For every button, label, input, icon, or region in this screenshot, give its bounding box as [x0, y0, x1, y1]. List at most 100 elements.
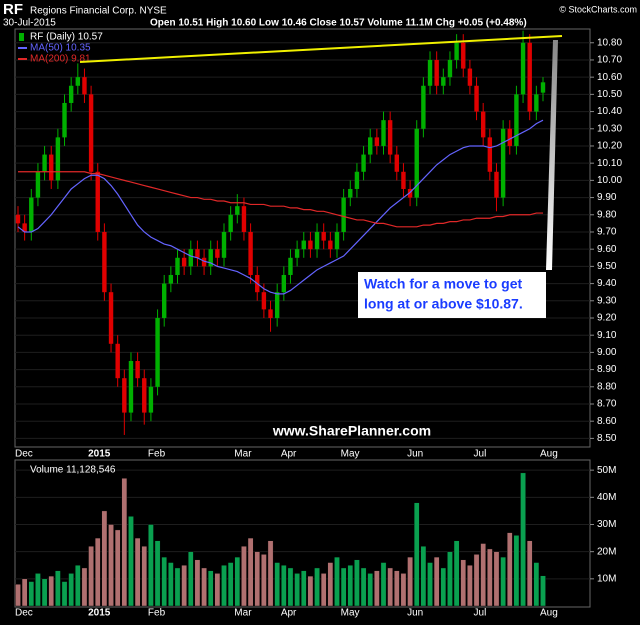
pointer [546, 40, 558, 270]
candle-body [68, 85, 74, 103]
candle-body [461, 42, 466, 69]
volume-bar [101, 510, 108, 607]
candle-body [261, 292, 267, 310]
volume-bar [400, 573, 407, 607]
candle-body [88, 94, 94, 172]
x-tick-label: Jun [407, 449, 423, 460]
volume-bar [274, 562, 280, 607]
volume-bar [480, 543, 486, 607]
volume-bar [340, 567, 347, 607]
y-tick-label: 10.00 [597, 175, 622, 186]
volume-bar [35, 573, 41, 607]
volume-bar [181, 565, 187, 607]
x-tick-label: Apr [281, 608, 297, 619]
y-tick-label: 9.20 [597, 313, 617, 324]
candle-body [122, 378, 127, 413]
volume-bar [526, 540, 533, 607]
x-tick-label: Feb [148, 608, 166, 619]
candle-body [441, 77, 446, 86]
candle-body [414, 128, 419, 198]
volume-bar [141, 546, 148, 607]
volume-bar [334, 556, 340, 607]
candle-body [421, 85, 426, 129]
candle-body [142, 378, 147, 413]
candle-body [401, 171, 406, 189]
volume-bar [114, 529, 121, 607]
trend-line [79, 35, 563, 63]
volume-bar [241, 546, 247, 607]
volume-bar [108, 524, 114, 607]
candle-body [434, 59, 439, 86]
candle-body [221, 231, 227, 258]
candle-body [394, 154, 399, 172]
plot: 8.50 8.60 8.70 8.80 8.90 9.00 9.10 9.20 9.30 9.40… [15, 30, 622, 619]
volume-bar [221, 565, 227, 607]
candle-body [294, 249, 300, 258]
copyright: © StockCharts.com [559, 4, 637, 14]
y-tick-label: 9.10 [597, 330, 617, 341]
y-tick-label: 30M [597, 519, 616, 530]
candle-body [520, 42, 526, 95]
candle-body [175, 257, 180, 275]
candle-body [507, 128, 512, 146]
x-tick-label: Dec [15, 608, 33, 619]
candle-body [35, 171, 41, 198]
volume-bar [254, 551, 261, 607]
candle-body [155, 317, 160, 387]
x-tick-label: Jul [474, 608, 487, 619]
volume-bar [168, 562, 174, 607]
volume-bar [214, 573, 221, 607]
volume-bar [500, 556, 506, 607]
candle-body [494, 171, 499, 198]
candle-body [248, 231, 253, 275]
volume-bar [134, 537, 141, 607]
candle-body [95, 171, 100, 232]
x-tick-label: Apr [281, 449, 297, 460]
candle-body [215, 249, 220, 258]
volume-bar [540, 575, 546, 607]
volume-bar [453, 540, 460, 607]
volume-bar [201, 567, 207, 607]
legend-entry: MA(200) 9.81 [30, 54, 91, 65]
volume-bar [367, 573, 374, 607]
volume-bar [440, 567, 447, 607]
volume-bar [174, 567, 181, 607]
volume-bar [234, 556, 241, 607]
volume-bar [94, 537, 101, 607]
volume-bar [75, 565, 81, 607]
y-tick-label: 10.80 [597, 37, 622, 48]
y-tick-label: 8.90 [597, 364, 617, 375]
candle-body [514, 94, 519, 146]
y-tick-label: 8.60 [597, 416, 617, 427]
volume-bar [520, 472, 526, 607]
candle-body [447, 59, 453, 78]
candle-body [108, 292, 114, 344]
volume-bar [320, 573, 327, 607]
candle-body [228, 214, 233, 232]
candle-body [527, 42, 532, 112]
volume-bar [506, 532, 513, 607]
candle-body [168, 274, 174, 284]
y-tick-label: 9.40 [597, 278, 617, 289]
volume-bar [447, 551, 453, 607]
annotation: Watch for a move to get [364, 276, 523, 292]
candle-body [128, 360, 134, 413]
legend-entry: RF (Daily) 10.57 [30, 32, 103, 43]
candle-body [208, 249, 213, 267]
volume-bar [374, 570, 380, 607]
candle-body [361, 154, 366, 172]
volume-bar [61, 581, 68, 607]
legend-swatch [19, 33, 24, 41]
volume-bar [128, 516, 134, 607]
candle-body [49, 154, 54, 181]
y-tick-label: 9.60 [597, 244, 617, 255]
candle-body [540, 82, 546, 93]
candle-body [467, 68, 473, 86]
watermark: www.SharePlanner.com [272, 423, 431, 439]
volume-bar [467, 565, 473, 607]
y-tick-label: 8.80 [597, 381, 617, 392]
candle-body [368, 137, 373, 155]
quote: Open 10.51 High 10.60 Low 10.46 Close 10… [150, 18, 527, 29]
volume-bar [307, 575, 314, 607]
